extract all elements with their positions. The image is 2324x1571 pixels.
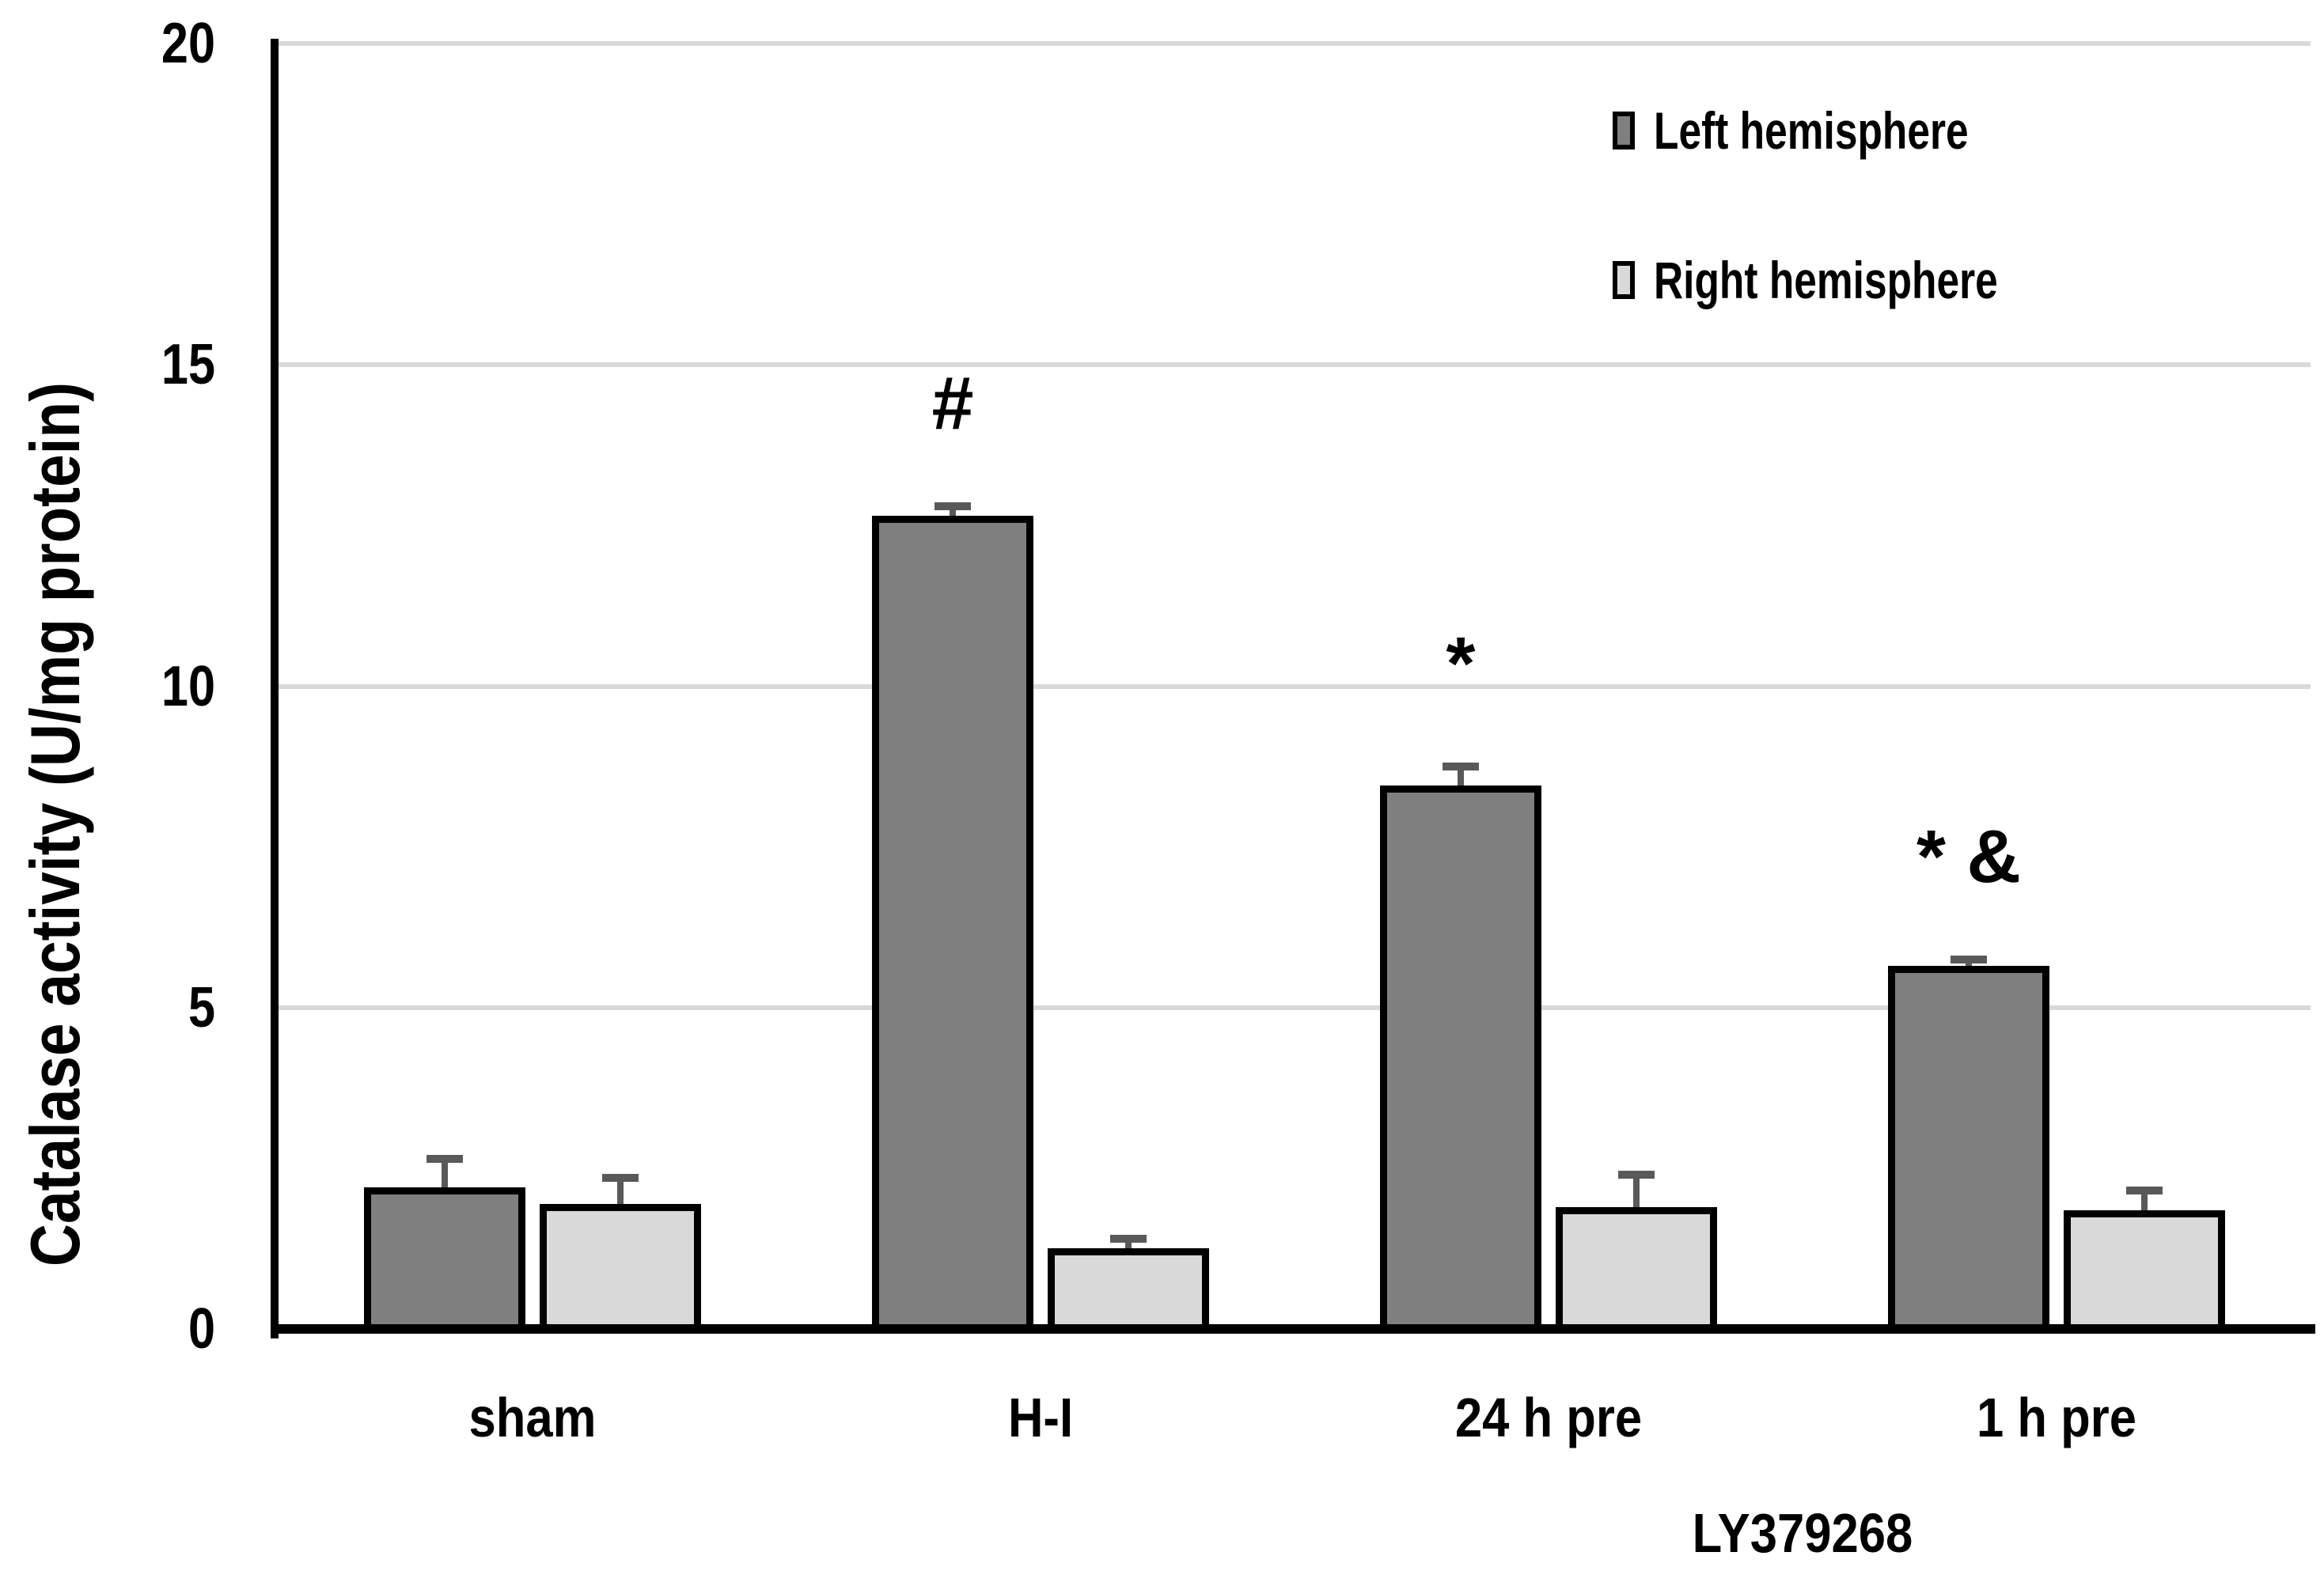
legend-swatch-right-hemisphere — [1613, 261, 1635, 299]
legend: Left hemisphere Right hemisphere — [1613, 104, 2095, 306]
error-bar-cap — [935, 502, 971, 510]
error-bar-cap — [2126, 1187, 2163, 1195]
significance-annotation-1-h-pre: * & — [1916, 814, 2021, 899]
gridline-y-10 — [279, 683, 2311, 689]
error-bar-stem — [1458, 767, 1464, 799]
significance-annotation-24-h-pre: * — [1446, 622, 1476, 706]
bar-left-hemisphere-24-h-pre — [1380, 786, 1541, 1329]
error-bar-stem — [442, 1158, 448, 1201]
error-bar-cap — [1951, 955, 1987, 963]
y-axis-tick-label-0: 0 — [188, 1297, 215, 1361]
gridline-y-15 — [279, 362, 2311, 368]
x-axis-group-sub-label: LY379268 — [1692, 1502, 1913, 1564]
error-bar-cap — [1443, 763, 1479, 771]
bar-left-hemisphere-sham — [364, 1187, 525, 1329]
y-axis-tick-label-5: 5 — [188, 975, 215, 1039]
x-axis-category-label-sham: sham — [468, 1387, 597, 1448]
legend-label-right-hemisphere: Right hemisphere — [1654, 251, 1998, 309]
error-bar-cap — [1110, 1235, 1147, 1244]
legend-label-left-hemisphere: Left hemisphere — [1654, 101, 1969, 160]
y-axis-tick-label-10: 10 — [161, 654, 215, 718]
gridline-y-20 — [279, 41, 2311, 46]
bar-right-hemisphere-1-h-pre — [2064, 1209, 2225, 1329]
bar-right-hemisphere-h-i — [1048, 1248, 1209, 1329]
legend-swatch-left-hemisphere — [1613, 112, 1635, 150]
y-axis-title: Catalase activity (U/mg protein) — [16, 381, 94, 1267]
bar-left-hemisphere-h-i — [872, 516, 1033, 1329]
legend-item-left-hemisphere: Left hemisphere — [1613, 104, 2095, 157]
error-bar-cap — [427, 1154, 463, 1163]
x-axis-category-label-1-h-pre: 1 h pre — [1977, 1387, 2136, 1448]
x-axis-baseline — [271, 1324, 2315, 1334]
error-bar-stem — [1633, 1175, 1640, 1220]
error-bar-stem — [617, 1178, 624, 1217]
significance-annotation-h-i: # — [931, 362, 974, 445]
y-axis-tick-label-20: 20 — [161, 12, 215, 75]
bar-right-hemisphere-24-h-pre — [1556, 1206, 1717, 1329]
gridline-y-5 — [279, 1005, 2311, 1010]
bar-left-hemisphere-1-h-pre — [1888, 965, 2049, 1329]
bar-right-hemisphere-sham — [540, 1203, 701, 1329]
error-bar-cap — [1618, 1171, 1655, 1179]
y-axis-tick-label-15: 15 — [161, 333, 215, 397]
x-axis-category-label-h-i: H-I — [1007, 1387, 1074, 1448]
error-bar-stem — [2141, 1191, 2148, 1223]
plot-area: # * * & — [271, 39, 2315, 1338]
legend-item-right-hemisphere: Right hemisphere — [1613, 254, 2095, 306]
y-axis-line — [271, 39, 279, 1338]
x-axis-category-label-24-h-pre: 24 h pre — [1454, 1387, 1643, 1448]
error-bar-cap — [602, 1174, 639, 1183]
